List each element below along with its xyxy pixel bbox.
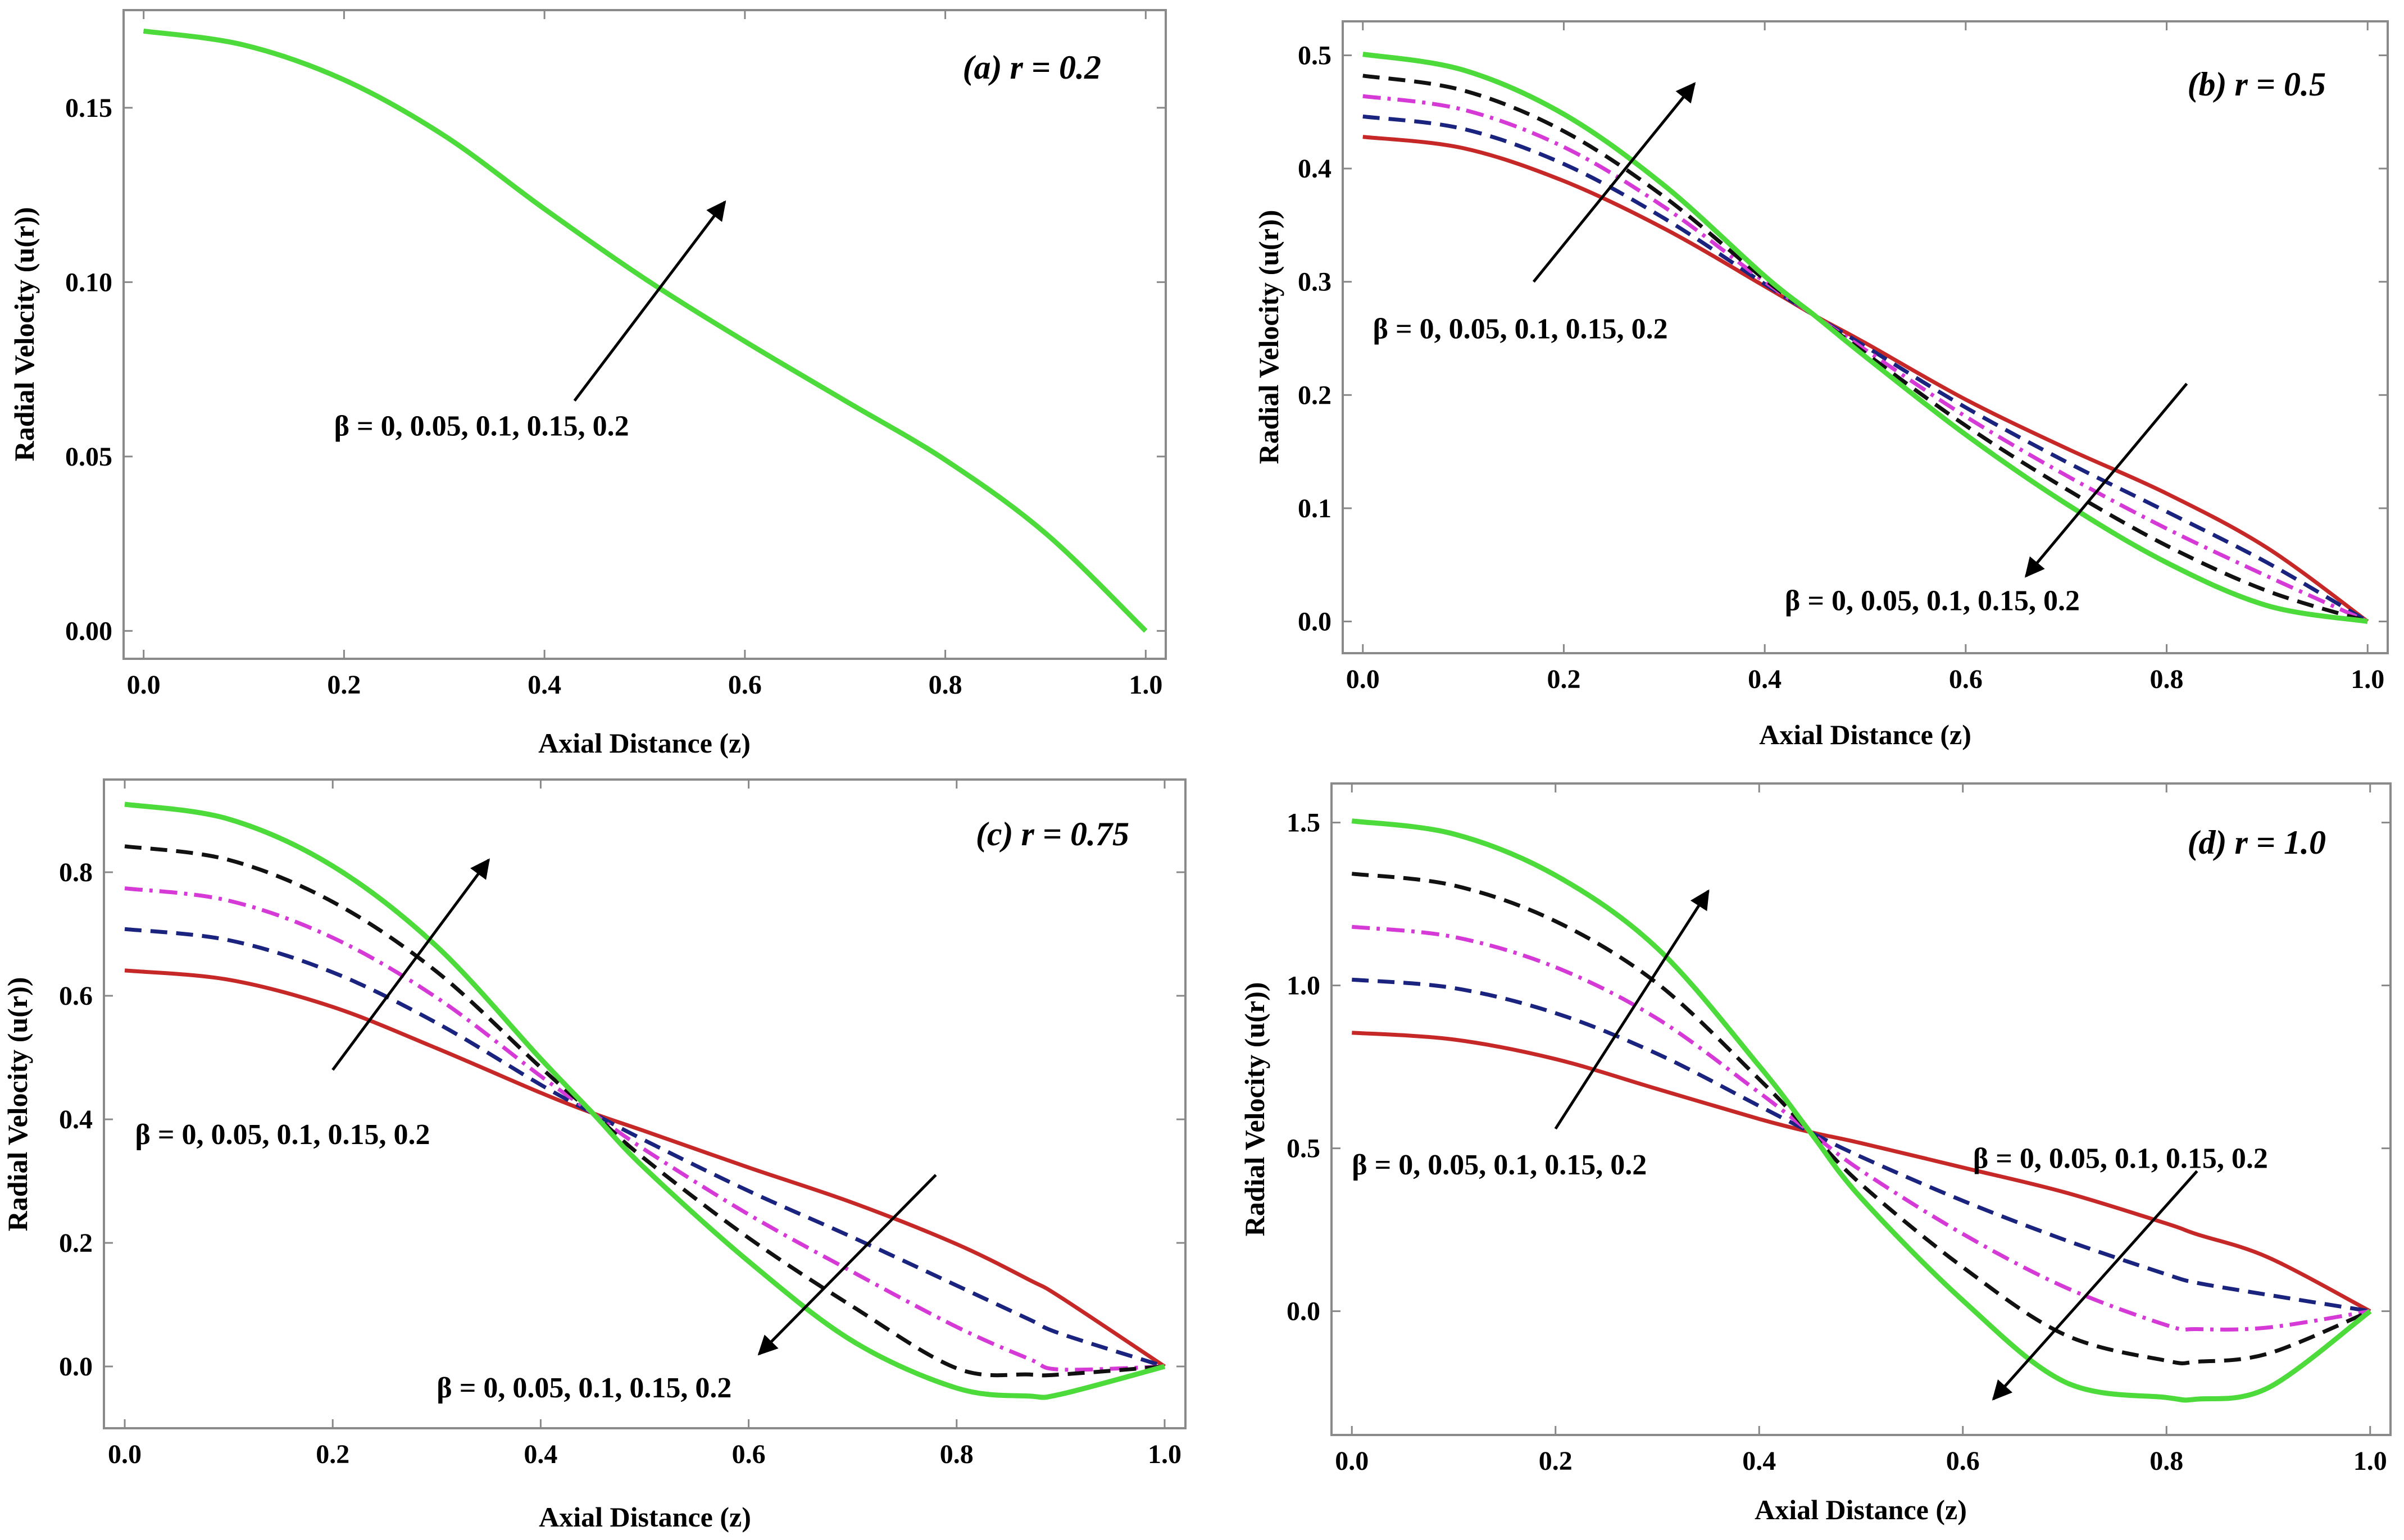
series-line-0 xyxy=(1352,1031,2371,1313)
y-tick-label: 0.00 xyxy=(65,616,112,646)
y-axis-label: Radial Velocity (u(r)) xyxy=(8,207,40,462)
series-line-4 xyxy=(143,28,1148,633)
series-line-1 xyxy=(1352,977,2371,1314)
x-tick-label: 0.0 xyxy=(108,1439,142,1469)
y-tick-label: 0.1 xyxy=(1298,494,1331,523)
y-tick-label: 0.3 xyxy=(1298,267,1331,297)
beta-annotation: β = 0, 0.05, 0.1, 0.15, 0.2 xyxy=(1785,585,2080,617)
x-tick-label: 0.0 xyxy=(1346,664,1380,694)
x-tick-label: 0.2 xyxy=(1547,664,1580,694)
panel-c: (c) r = 0.75 Axial Distance (z) Radial Ve… xyxy=(2,778,1187,1533)
series-line-4 xyxy=(1351,818,2372,1403)
x-axis-label: Axial Distance (z) xyxy=(1759,719,1971,750)
y-tick-label: 0.05 xyxy=(65,442,112,472)
y-tick-label: 0.0 xyxy=(1287,1297,1320,1327)
annotation-arrow xyxy=(331,858,490,1071)
x-tick-label: 0.8 xyxy=(2149,1446,2183,1476)
y-tick-label: 0.10 xyxy=(65,267,112,297)
beta-annotation: β = 0, 0.05, 0.1, 0.15, 0.2 xyxy=(135,1119,430,1151)
panel-a: (a) r = 0.2 Axial Distance (z) Radial Vel… xyxy=(8,9,1167,759)
x-axis-label: Axial Distance (z) xyxy=(1755,1494,1967,1525)
plot-frame xyxy=(103,778,1187,1429)
series-line-0 xyxy=(124,968,1166,1368)
y-tick-label: 1.5 xyxy=(1287,808,1320,838)
series-line-3 xyxy=(1351,872,2371,1365)
y-tick-label: 0.2 xyxy=(1298,380,1331,410)
x-tick-label: 0.2 xyxy=(1539,1446,1573,1476)
beta-annotation: β = 0, 0.05, 0.1, 0.15, 0.2 xyxy=(1352,1149,1647,1181)
x-tick-label: 1.0 xyxy=(2351,664,2384,694)
series-line-3 xyxy=(1362,74,2369,623)
panel-b: (b) r = 0.5 Axial Distance (z) Radial Vel… xyxy=(1253,20,2389,750)
y-tick-label: 0.8 xyxy=(59,858,93,887)
annotation-arrow xyxy=(573,200,726,402)
y-tick-label: 0.0 xyxy=(59,1352,93,1382)
x-tick-label: 0.8 xyxy=(940,1439,974,1469)
panel-title: (a) r = 0.2 xyxy=(962,49,1101,86)
x-tick-label: 0.6 xyxy=(728,670,762,700)
x-tick-label: 0.4 xyxy=(1748,664,1782,694)
x-tick-label: 0.6 xyxy=(1949,664,1983,694)
y-axis-label: Radial Velocity (u(r)) xyxy=(1239,982,1270,1237)
y-axis-label: Radial Velocity (u(r)) xyxy=(2,977,33,1232)
x-tick-label: 0.4 xyxy=(1742,1446,1776,1476)
x-tick-label: 0.0 xyxy=(1335,1446,1369,1476)
panel-title: (c) r = 0.75 xyxy=(976,815,1129,853)
annotation-arrow xyxy=(1532,82,1696,283)
series-line-0 xyxy=(143,29,1147,632)
series-line-2 xyxy=(1362,94,2369,623)
x-tick-label: 0.6 xyxy=(732,1439,766,1469)
panel-title: (b) r = 0.5 xyxy=(2187,66,2326,103)
beta-annotation: β = 0, 0.05, 0.1, 0.15, 0.2 xyxy=(1373,313,1668,345)
series-line-2 xyxy=(1351,924,2371,1332)
y-tick-label: 0.4 xyxy=(1298,154,1331,184)
series-line-1 xyxy=(124,927,1166,1369)
annotation-arrow xyxy=(2024,382,2188,578)
y-tick-label: 0.2 xyxy=(59,1228,93,1258)
annotation-arrow xyxy=(1554,889,1710,1130)
series-line-1 xyxy=(1362,114,2369,623)
x-tick-label: 0.2 xyxy=(327,670,361,700)
y-tick-label: 0.5 xyxy=(1298,40,1331,70)
x-tick-label: 0.8 xyxy=(929,670,962,700)
plot-frame xyxy=(1342,20,2389,654)
y-tick-label: 0.0 xyxy=(1298,607,1331,637)
x-tick-label: 0.6 xyxy=(1946,1446,1980,1476)
beta-annotation: β = 0, 0.05, 0.1, 0.15, 0.2 xyxy=(437,1372,731,1404)
panel-d: (d) r = 1.0 Axial Distance (z) Radial Vel… xyxy=(1239,782,2392,1525)
y-tick-label: 0.6 xyxy=(59,981,93,1011)
annotation-arrow xyxy=(1992,1170,2198,1401)
x-tick-label: 0.2 xyxy=(316,1439,349,1469)
x-tick-label: 1.0 xyxy=(2353,1446,2387,1476)
y-tick-label: 0.4 xyxy=(59,1105,93,1135)
x-axis-label: Axial Distance (z) xyxy=(539,1501,751,1533)
y-axis-label: Radial Velocity (u(r)) xyxy=(1253,210,1284,464)
x-tick-label: 0.0 xyxy=(127,670,161,700)
beta-annotation: β = 0, 0.05, 0.1, 0.15, 0.2 xyxy=(1973,1142,2268,1174)
series-line-2 xyxy=(124,886,1165,1372)
plot-frame xyxy=(122,9,1167,660)
x-tick-label: 1.0 xyxy=(1148,1439,1181,1469)
y-tick-label: 1.0 xyxy=(1287,971,1320,1001)
beta-annotation: β = 0, 0.05, 0.1, 0.15, 0.2 xyxy=(334,411,629,443)
annotation-arrow xyxy=(757,1174,937,1356)
y-tick-label: 0.5 xyxy=(1287,1134,1320,1164)
x-tick-label: 0.4 xyxy=(524,1439,557,1469)
series-line-2 xyxy=(143,29,1147,632)
series-line-1 xyxy=(143,29,1147,632)
x-tick-label: 0.4 xyxy=(528,670,561,700)
panel-title: (d) r = 1.0 xyxy=(2187,824,2326,861)
x-tick-label: 1.0 xyxy=(1129,670,1162,700)
series-line-4 xyxy=(1362,52,2368,624)
x-tick-label: 0.8 xyxy=(2150,664,2184,694)
y-tick-label: 0.15 xyxy=(65,93,112,123)
series-line-3 xyxy=(143,29,1147,632)
series-line-4 xyxy=(124,801,1166,1400)
plot-frame xyxy=(1330,782,2392,1436)
series-line-3 xyxy=(124,844,1165,1378)
x-axis-label: Axial Distance (z) xyxy=(538,727,751,759)
series-line-0 xyxy=(1362,135,2369,623)
